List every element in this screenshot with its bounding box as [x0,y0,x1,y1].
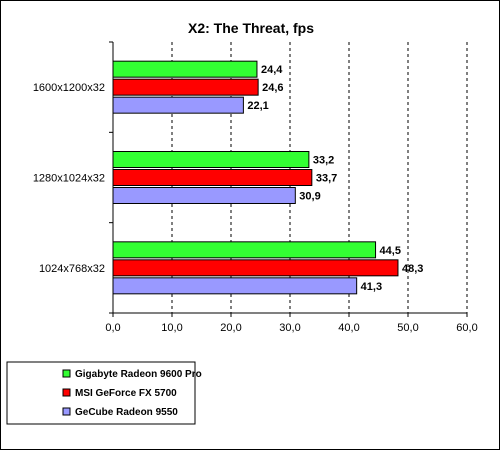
bar [112,241,377,259]
legend-swatch [62,388,71,397]
category-label: 1024x768x32 [39,263,105,275]
data-label: 30,9 [299,191,320,203]
data-label: 24,4 [261,64,283,76]
bar [112,96,244,114]
category-label: 1600x1200x32 [33,82,105,94]
data-label: 44,5 [380,245,401,257]
category-label: 1280x1024x32 [33,173,105,185]
bar [112,259,399,277]
data-label: 24,6 [262,82,283,94]
data-label: 33,7 [316,173,337,185]
legend-label: MSI GeForce FX 5700 [75,388,177,399]
legend-label: GeCube Radeon 9550 [75,407,178,418]
legend-swatch [62,369,71,378]
x-tick-label: 60,0 [456,322,477,334]
data-label: 48,3 [402,263,423,275]
data-label: 22,1 [247,100,268,112]
bar [112,151,310,168]
data-label: 33,2 [313,155,334,167]
legend-label: Gigabyte Radeon 9600 Pro [75,369,202,380]
data-label: 41,3 [361,281,382,293]
bar [112,169,313,186]
bar [112,187,296,204]
legend-box [6,361,196,425]
bar [112,277,358,295]
x-tick-label: 40,0 [338,322,359,334]
x-tick-label: 20,0 [220,322,241,334]
bar [112,60,258,78]
x-tick-label: 0,0 [105,322,120,334]
x-tick-label: 50,0 [397,322,418,334]
x-tick-label: 10,0 [161,322,182,334]
legend-swatch [62,407,71,416]
x-tick-label: 30,0 [279,322,300,334]
bar [112,78,259,96]
chart-title: X2: The Threat, fps [188,20,314,36]
